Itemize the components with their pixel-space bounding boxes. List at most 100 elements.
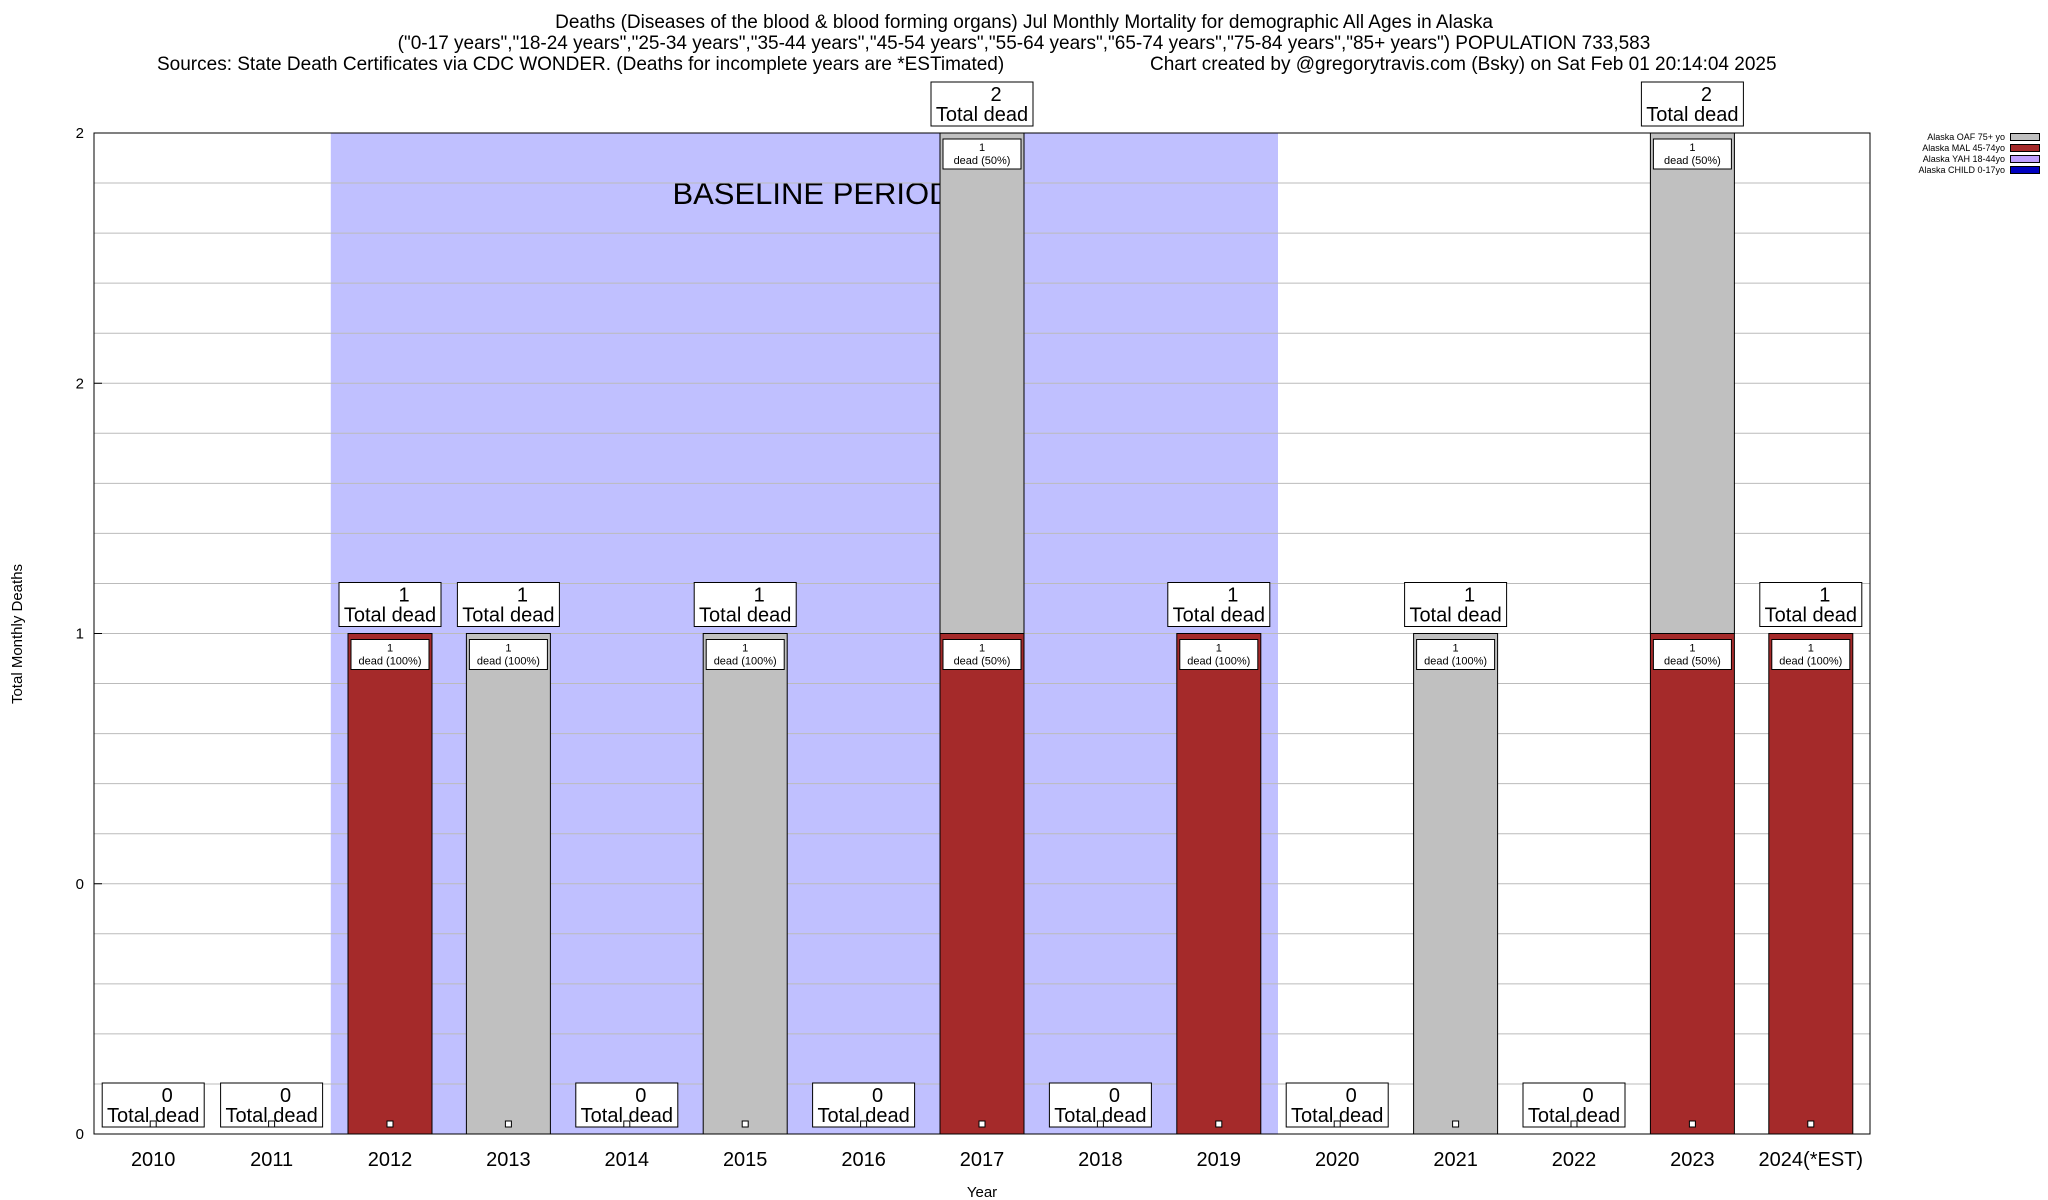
total-label-count: 1 (1227, 585, 1238, 607)
segment-label-percent: dead (50%) (1664, 155, 1721, 167)
total-label-text: Total dead (1409, 605, 1501, 627)
x-tick-label: 2011 (250, 1149, 293, 1171)
total-label-text: Total dead (107, 1105, 199, 1127)
bar-2017-mal (939, 633, 1025, 1135)
total-label-count: 0 (1582, 1085, 1593, 1107)
total-label-box (575, 1082, 679, 1128)
legend-item: Alaska MAL 45-74yo (1890, 142, 2040, 153)
bar-2021-oaf (1413, 633, 1499, 1135)
segment-label-percent: dead (50%) (1664, 656, 1721, 668)
total-label-count: 1 (517, 585, 528, 607)
total-label-text: Total dead (225, 1105, 317, 1127)
y-tick-label: 0 (76, 876, 84, 893)
total-label-count: 0 (280, 1085, 291, 1107)
total-label-text: Total dead (1054, 1105, 1146, 1127)
segment-label-count: 1 (505, 643, 511, 655)
segment-label-count: 1 (979, 142, 985, 154)
total-label-box (693, 582, 797, 627)
segment-label-box (1652, 138, 1732, 170)
legend-label: Alaska OAF 75+ yo (1927, 131, 2005, 142)
x-tick-label: 2013 (486, 1149, 531, 1171)
y-tick-label: 2 (76, 375, 84, 392)
total-label-text: Total dead (936, 104, 1028, 126)
x-tick-marker (1452, 1120, 1460, 1128)
x-tick-label: 2015 (723, 1149, 768, 1171)
segment-label-percent: dead (50%) (954, 155, 1011, 167)
total-label-count: 0 (635, 1085, 646, 1107)
total-label-text: Total dead (581, 1105, 673, 1127)
segment-label-percent: dead (50%) (954, 656, 1011, 668)
x-tick-label: 2010 (131, 1149, 176, 1171)
bar-2012-mal (347, 633, 433, 1135)
x-tick-marker (149, 1120, 157, 1128)
total-label-text: Total dead (462, 605, 554, 627)
total-label-text: Total dead (1173, 605, 1265, 627)
segment-label-percent: dead (100%) (477, 656, 540, 668)
legend-item: Alaska YAH 18-44yo (1890, 153, 2040, 164)
total-label-count: 1 (1464, 585, 1475, 607)
x-tick-label: 2022 (1552, 1149, 1597, 1171)
x-tick-label: 2012 (368, 1149, 413, 1171)
total-label-box (1048, 1082, 1152, 1128)
segment-label-box (705, 639, 785, 670)
total-label-count: 1 (1819, 585, 1830, 607)
segment-label-box (350, 639, 430, 670)
x-tick-marker (1215, 1120, 1223, 1128)
segment-label-box (1416, 639, 1496, 670)
segment-label-box (942, 639, 1022, 670)
total-label-count: 0 (872, 1085, 883, 1107)
segment-label-count: 1 (1808, 643, 1814, 655)
legend: Alaska OAF 75+ yo Alaska MAL 45-74yo Alask… (1890, 131, 2040, 175)
x-tick-marker (504, 1120, 512, 1128)
bar-2023-oaf (1649, 132, 1735, 634)
x-tick-label: 2014 (605, 1149, 650, 1171)
y-tick-label: 1 (76, 626, 84, 643)
segment-label-count: 1 (1689, 142, 1695, 154)
total-label-count: 2 (1701, 84, 1712, 106)
total-label-text: Total dead (344, 605, 436, 627)
legend-swatch (2010, 143, 2040, 152)
total-label-text: Total dead (699, 605, 791, 627)
total-label-text: Total dead (1291, 1105, 1383, 1127)
x-tick-marker (1688, 1120, 1696, 1128)
x-tick-marker (860, 1120, 868, 1128)
total-label-text: Total dead (1646, 104, 1738, 126)
segment-label-box (1771, 639, 1851, 670)
segment-label-box (942, 138, 1022, 170)
x-axis-label: Year (967, 1184, 997, 1200)
x-tick-marker (386, 1120, 394, 1128)
x-tick-marker (623, 1120, 631, 1128)
y-tick-label: 2 (76, 125, 84, 142)
segment-label-percent: dead (100%) (714, 656, 777, 668)
legend-item: Alaska OAF 75+ yo (1890, 131, 2040, 142)
bar-2013-oaf (465, 633, 551, 1135)
total-label-count: 0 (1109, 1085, 1120, 1107)
x-tick-label: 2017 (960, 1149, 1005, 1171)
segment-label-box (468, 639, 548, 670)
x-tick-label: 2019 (1197, 1149, 1242, 1171)
legend-label: Alaska MAL 45-74yo (1922, 142, 2005, 153)
bar-2017-oaf (939, 132, 1025, 634)
total-label-box (1404, 582, 1508, 627)
segment-label-percent: dead (100%) (359, 656, 422, 668)
total-label-box (1759, 582, 1863, 627)
total-label-text: Total dead (817, 1105, 909, 1127)
bar-2015-oaf (702, 633, 788, 1135)
total-label-count: 0 (1346, 1085, 1357, 1107)
x-tick-marker (1807, 1120, 1815, 1128)
x-tick-label: 2024(*EST) (1759, 1149, 1864, 1171)
segment-label-count: 1 (387, 643, 393, 655)
total-label-text: Total dead (1528, 1105, 1620, 1127)
total-label-count: 2 (990, 84, 1001, 106)
legend-swatch (2010, 132, 2040, 141)
segment-label-percent: dead (100%) (1779, 656, 1842, 668)
baseline-period-label: BASELINE PERIOD (672, 176, 951, 211)
chart-title-block: Deaths (Diseases of the blood & blood fo… (0, 12, 2048, 54)
segment-label-count: 1 (1689, 643, 1695, 655)
total-label-box (1167, 582, 1271, 627)
segment-label-percent: dead (100%) (1424, 656, 1487, 668)
y-axis-label: Total Monthly Deaths (9, 564, 26, 704)
segment-label-box (1652, 639, 1732, 670)
total-label-box (1522, 1082, 1626, 1128)
bar-2019-mal (1176, 633, 1262, 1135)
